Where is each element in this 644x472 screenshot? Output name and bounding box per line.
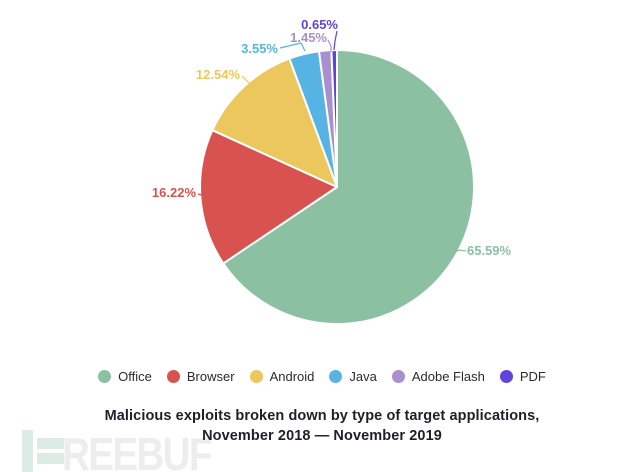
pie-slice-android[interactable] (211, 57, 338, 188)
legend-item-browser[interactable]: Browser (166, 369, 235, 384)
legend-item-java[interactable]: Java (329, 369, 377, 384)
pie-slice-browser[interactable] (199, 129, 338, 265)
legend-label: PDF (519, 369, 546, 384)
chart-title: Malicious exploits broken down by type o… (0, 406, 644, 446)
legend-dot-java (329, 370, 343, 383)
leader-line-browser (197, 193, 207, 197)
leader-line-office (451, 249, 467, 255)
pie-label-browser: 16.22% (152, 185, 197, 200)
pie-label-adobe-flash: 1.45% (290, 30, 327, 45)
legend-label: Adobe Flash (411, 369, 485, 384)
leader-line-android (241, 75, 250, 84)
leader-line-adobe-flash (327, 39, 332, 52)
legend-item-adobe-flash[interactable]: Adobe Flash (391, 369, 485, 384)
pie-chart[interactable]: 65.59% 16.22% 12.54%3.55% 1.45%0.65% (0, 0, 644, 365)
pie-slice-office[interactable] (222, 49, 476, 325)
pie-label-pdf: 0.65% (301, 17, 338, 32)
chart-title-line2: November 2018 — November 2019 (202, 428, 442, 444)
freebuf-logo-icon (22, 430, 33, 472)
legend-item-pdf[interactable]: PDF (499, 369, 546, 384)
legend-label: Office (118, 369, 152, 384)
legend-item-android[interactable]: Android (249, 369, 315, 384)
legend-label: Browser (186, 369, 235, 384)
chart-title-line1: Malicious exploits broken down by type o… (104, 408, 540, 424)
freebuf-logo-icon (37, 438, 64, 449)
pie-label-android: 12.54% (196, 67, 241, 82)
legend-dot-browser (166, 370, 180, 383)
legend: Office Browser Android Java Adobe Flash … (0, 369, 644, 384)
legend-dot-pdf (499, 370, 513, 383)
legend-dot-office (98, 370, 112, 383)
freebuf-logo-icon (37, 453, 64, 464)
legend-dot-android (249, 370, 263, 383)
freebuf-watermark-text: REEBUF (62, 428, 212, 472)
legend-label: Android (269, 369, 315, 384)
leader-line-pdf (333, 30, 338, 51)
pie-label-java: 3.55% (241, 41, 278, 56)
pie-label-office: 65.59% (467, 243, 512, 258)
legend-dot-adobe-flash (391, 370, 405, 383)
legend-item-office[interactable]: Office (98, 369, 152, 384)
legend-label: Java (349, 369, 377, 384)
leader-line-java (279, 42, 306, 52)
